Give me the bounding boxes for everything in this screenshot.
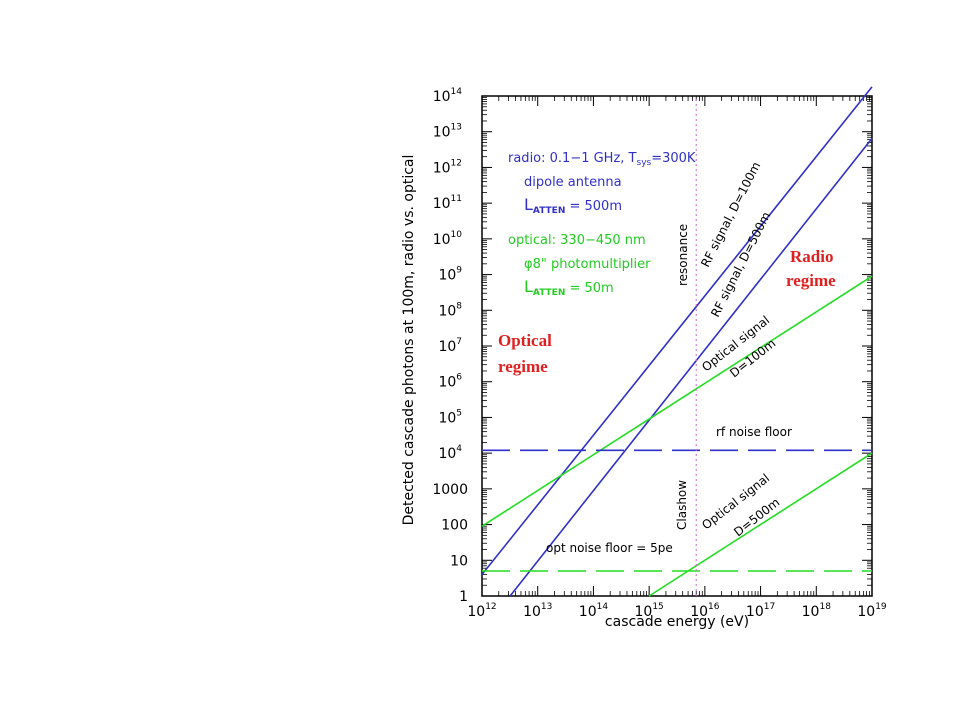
y-tick-label: 107 xyxy=(438,337,462,355)
y-tick-label: 108 xyxy=(438,301,462,319)
y-tick-exp: 7 xyxy=(456,337,462,347)
y-tick-label: 105 xyxy=(438,408,462,426)
series-line-optical-signal-d-500m xyxy=(648,452,873,597)
x-tick-label: 1018 xyxy=(802,602,832,620)
y-tick-base: 10 xyxy=(438,303,456,319)
y-tick-label: 1 xyxy=(459,589,468,605)
x-tick-exp: 14 xyxy=(597,602,609,612)
series-line-rf-signal-d-100m xyxy=(481,86,873,575)
y-tick-base: 10 xyxy=(433,160,451,176)
legend-radio-line1: radio: 0.1−1 GHz, Tsys=300K xyxy=(508,151,696,168)
optical-regime-label-1: Optical xyxy=(498,331,552,350)
y-tick-exp: 10 xyxy=(451,230,463,240)
y-tick-base: 10 xyxy=(433,89,451,105)
y-tick-label: 1000 xyxy=(432,482,468,498)
y-tick-labels: 1101001000104105106107108109101010111012… xyxy=(432,87,468,605)
legend-radio-line2: dipole antenna xyxy=(524,175,622,190)
x-tick-label: 1013 xyxy=(523,602,552,620)
y-tick-exp: 5 xyxy=(456,408,462,418)
y-tick-base: 10 xyxy=(438,410,456,426)
y-tick-label: 106 xyxy=(438,373,462,391)
legend-optical-line2: φ8" photomultiplier xyxy=(524,257,651,272)
y-tick-base: 1 xyxy=(459,589,468,605)
x-tick-exp: 15 xyxy=(652,602,663,612)
legend-optical-l: L xyxy=(524,277,533,296)
y-tick-base: 10 xyxy=(433,196,451,212)
x-tick-label: 1014 xyxy=(579,602,609,620)
x-tick-base: 10 xyxy=(802,604,820,620)
legend-radio-atten-sub: ATTEN xyxy=(533,206,565,216)
y-tick-label: 1010 xyxy=(433,230,463,248)
x-tick-base: 10 xyxy=(690,604,708,620)
y-tick-exp: 6 xyxy=(456,373,462,383)
legend-optical-line1: optical: 330−450 nm xyxy=(508,233,646,248)
optical-regime-label-2: regime xyxy=(498,357,548,376)
y-tick-exp: 4 xyxy=(456,444,462,454)
x-axis-title: cascade energy (eV) xyxy=(605,614,749,630)
radio-regime-label-1: Radio xyxy=(790,247,833,266)
x-tick-base: 10 xyxy=(579,604,597,620)
y-tick-label: 1012 xyxy=(433,158,462,176)
x-tick-label: 1015 xyxy=(635,602,664,620)
y-tick-label: 109 xyxy=(438,266,462,284)
x-tick-exp: 19 xyxy=(875,602,887,612)
x-tick-label: 1019 xyxy=(857,602,887,620)
y-axis-title: Detected cascade photons at 100m, radio … xyxy=(401,155,417,526)
x-tick-base: 10 xyxy=(635,604,653,620)
legend-radio-line3: LATTEN = 500m xyxy=(524,195,622,216)
x-tick-base: 10 xyxy=(746,604,764,620)
x-tick-labels: 1012 1013 1014 1015 1016 1017 1018 1019 xyxy=(467,602,887,620)
x-tick-exp: 13 xyxy=(541,602,552,612)
x-tick-base: 10 xyxy=(467,604,485,620)
legend-optical-atten-value: = 50m xyxy=(565,281,613,296)
y-tick-base: 1000 xyxy=(432,482,468,498)
x-tick-base: 10 xyxy=(857,604,875,620)
legend-optical-atten-sub: ATTEN xyxy=(533,288,565,298)
x-tick-label: 1016 xyxy=(690,602,720,620)
y-tick-base: 100 xyxy=(441,518,468,534)
series-line-rf-signal-d-500m xyxy=(509,137,873,597)
x-tick-label: 1017 xyxy=(746,602,775,620)
legend-radio-tsys-sub: sys xyxy=(637,158,652,168)
y-tick-base: 10 xyxy=(450,553,468,569)
y-tick-base: 10 xyxy=(438,268,456,284)
radio-regime-label-2: regime xyxy=(786,271,836,290)
legend-radio-tsys-value: =300K xyxy=(651,151,696,166)
x-tick-base: 10 xyxy=(523,604,541,620)
y-tick-base: 10 xyxy=(438,446,456,462)
y-tick-label: 1013 xyxy=(433,123,462,141)
y-tick-exp: 9 xyxy=(456,266,462,276)
y-tick-label: 104 xyxy=(438,444,462,462)
opt-noise-floor-label: opt noise floor = 5pe xyxy=(546,541,673,555)
clashow-label: Clashow xyxy=(675,480,689,530)
y-tick-label: 100 xyxy=(441,518,468,534)
y-tick-base: 10 xyxy=(438,375,456,391)
y-tick-exp: 11 xyxy=(451,194,462,204)
x-tick-exp: 16 xyxy=(708,602,720,612)
legend-radio-l: L xyxy=(524,195,533,214)
x-tick-exp: 17 xyxy=(764,602,775,612)
series-lines xyxy=(481,86,873,597)
y-tick-base: 10 xyxy=(438,339,456,355)
resonance-label: resonance xyxy=(676,224,690,286)
y-tick-label: 1014 xyxy=(433,87,463,105)
legend-radio-atten-value: = 500m xyxy=(565,199,622,214)
x-tick-exp: 12 xyxy=(485,602,496,612)
y-tick-label: 10 xyxy=(450,553,468,569)
x-tick-label: 1012 xyxy=(467,602,496,620)
y-tick-exp: 13 xyxy=(451,123,462,133)
y-tick-base: 10 xyxy=(433,125,451,141)
y-tick-exp: 12 xyxy=(451,158,462,168)
y-tick-base: 10 xyxy=(433,232,451,248)
legend-radio-freq: radio: 0.1−1 GHz, T xyxy=(508,151,637,166)
x-tick-exp: 18 xyxy=(819,602,831,612)
series-line-optical-signal-d-100m xyxy=(481,275,873,527)
rf-noise-floor-label: rf noise floor xyxy=(716,425,792,439)
y-tick-exp: 8 xyxy=(456,301,462,311)
y-tick-label: 1011 xyxy=(433,194,462,212)
legend-optical-line3: LATTEN = 50m xyxy=(524,277,614,298)
y-tick-exp: 14 xyxy=(451,87,463,97)
